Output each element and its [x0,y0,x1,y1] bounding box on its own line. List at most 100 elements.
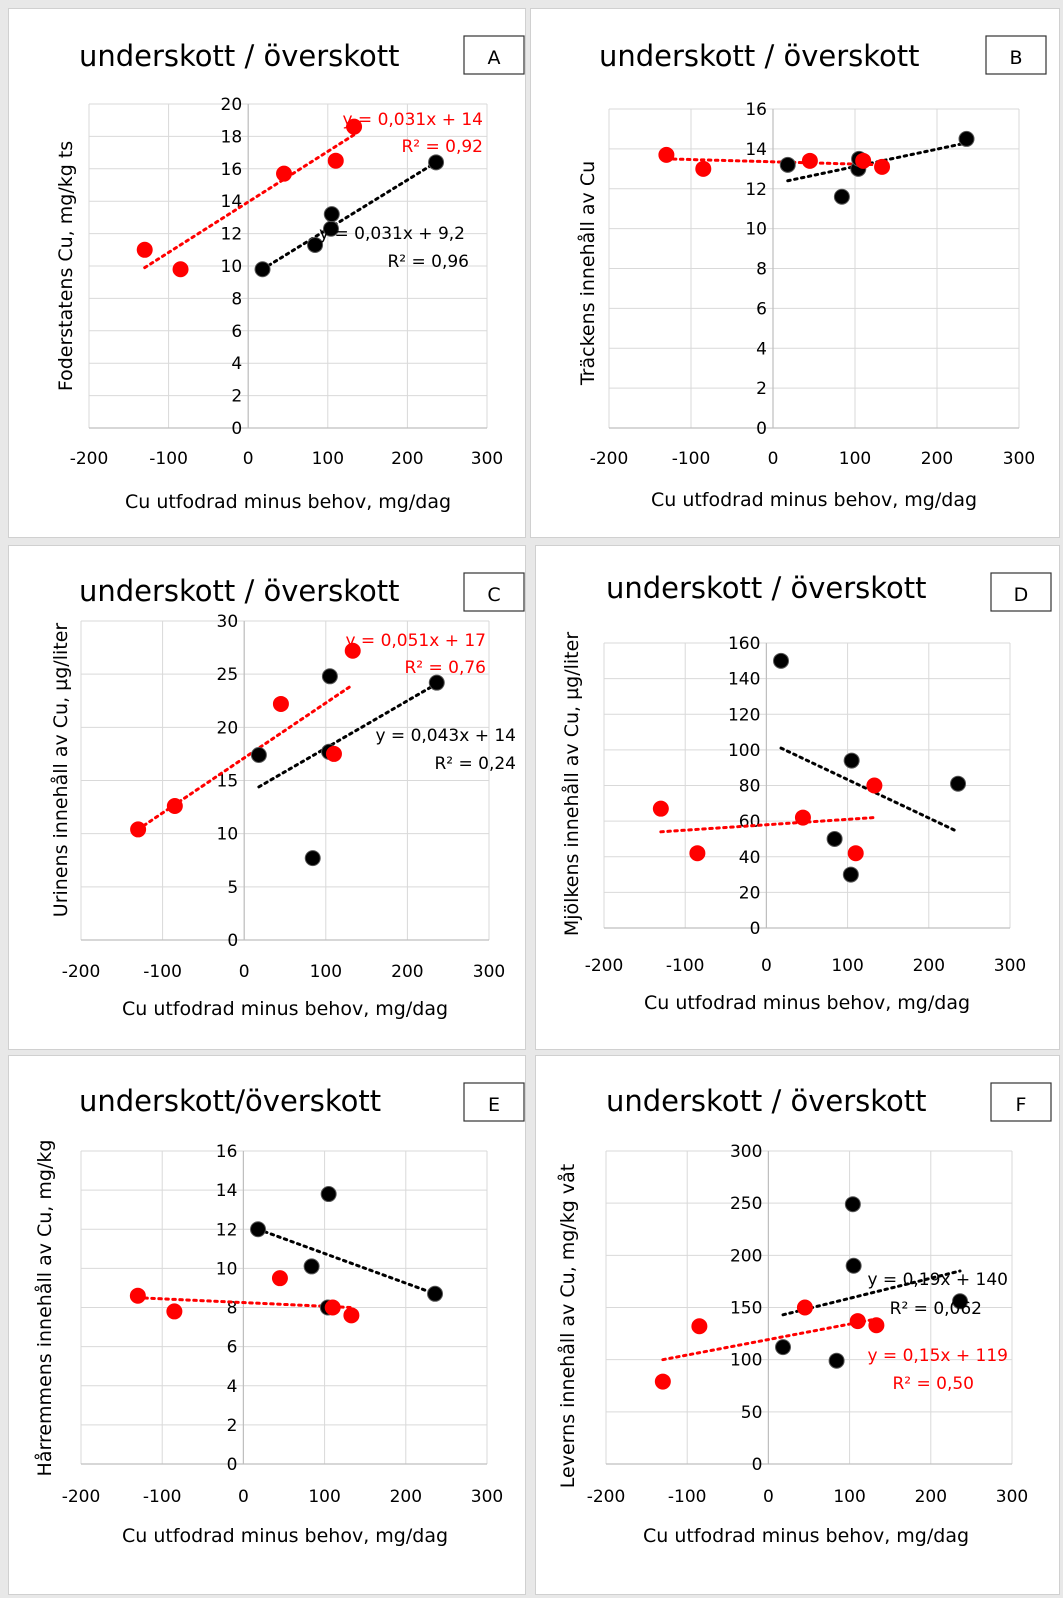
scatter-plot: 0 2 4 6 8 10 12 14 16 -200 -100 0 100 200 300 underskot… [33,1082,525,1547]
data-point [866,777,883,794]
y-tick-label: 10 [217,825,239,845]
trendline-r-squared: R² = 0,92 [401,137,483,157]
y-tick-label: 10 [745,220,767,240]
x-tick-label: 200 [391,449,423,469]
x-tick-label: -200 [62,962,101,982]
trendline-equation: y = 0,051x + 17 [345,631,486,651]
x-tick-label: 0 [768,449,779,469]
data-point [321,668,338,685]
data-point [950,775,967,792]
x-tick-label: 100 [831,956,863,976]
x-axis-label: Cu utfodrad minus behov, mg/dag [122,998,448,1020]
trendline-equation: y = 0,15x + 119 [867,1346,1008,1366]
data-point [658,146,675,163]
data-point [346,118,363,135]
y-tick-label: 12 [221,225,243,245]
data-point [845,1257,862,1274]
y-tick-label: 120 [728,705,760,725]
scatter-plot: 0 2 4 6 8 10 12 14 16 18 20 -200 -100 0 100 200 300 under… [55,35,525,513]
x-tick-label: 100 [833,1487,865,1507]
trendline [257,682,439,789]
scatter-plot: 0 20 40 60 80 100 120 140 160 -200 -100 0 100 200 300 u… [560,571,1052,1014]
x-tick-label: 200 [915,1487,947,1507]
panel-letter-box [463,35,525,75]
panel-letter-box [990,572,1052,612]
y-tick-label: 4 [227,1377,238,1397]
data-point [271,1270,288,1287]
y-tick-label: 300 [730,1142,762,1162]
data-point [844,1196,861,1213]
panel-letter: B [1009,47,1022,69]
x-tick-label: 0 [763,1487,774,1507]
y-tick-label: 140 [728,670,760,690]
data-point [250,1221,267,1238]
panel-letter: A [488,47,501,69]
data-point [327,152,344,169]
trendline [256,1227,437,1296]
panel-letter-box [463,1082,525,1122]
data-point [307,236,324,253]
x-tick-label: 300 [1003,449,1035,469]
data-point [833,188,850,205]
y-tick-label: 25 [217,665,239,685]
data-point [794,809,811,826]
y-tick-label: 0 [750,919,761,939]
data-point [695,160,712,177]
y-tick-label: 6 [227,1338,238,1358]
y-tick-label: 10 [221,257,243,277]
panel-letter: F [1016,1094,1027,1116]
chart-title: underskott/överskott [79,1084,381,1118]
y-tick-label: 0 [231,419,242,439]
y-tick-label: 20 [221,95,243,115]
x-tick-label: 300 [994,956,1026,976]
data-point [779,156,796,173]
x-tick-label: 300 [471,449,503,469]
trendline-equation: y = 0,043x + 14 [375,726,516,746]
x-tick-label: -100 [143,962,182,982]
x-tick-label: -100 [143,1487,182,1507]
y-axis-label: Urinens innehåll av Cu, µg/liter [49,623,72,918]
x-axis-label: Cu utfodrad minus behov, mg/dag [122,1525,448,1547]
x-tick-label: 100 [310,962,342,982]
data-point [166,798,183,815]
trendline [664,157,884,167]
y-tick-label: 4 [756,339,767,359]
chart-panel-c: 0 5 10 15 20 25 30 -200 -100 0 100 200 300 underskott… [8,545,526,1050]
scatter-plot: 0 50 100 150 200 250 300 -200 -100 0 100 200 300 unde… [556,1082,1052,1547]
y-tick-label: 12 [216,1220,238,1240]
data-point [172,261,189,278]
y-tick-label: 14 [745,140,767,160]
data-point [320,1186,337,1203]
data-point [849,1313,866,1330]
x-tick-label: -100 [666,956,705,976]
x-axis-label: Cu utfodrad minus behov, mg/dag [643,1525,969,1547]
y-tick-label: 60 [739,812,761,832]
y-axis-label: Leverns innehåll av Cu, mg/kg våt [556,1164,579,1488]
y-tick-label: 14 [221,192,243,212]
y-tick-label: 16 [216,1142,238,1162]
data-point [428,154,445,171]
panel-letter: D [1014,584,1029,606]
y-tick-label: 200 [730,1246,762,1266]
x-tick-label: -100 [672,449,711,469]
chart-title: underskott / överskott [599,39,920,73]
y-tick-label: 5 [227,878,238,898]
data-point [250,746,267,763]
y-tick-label: 20 [739,883,761,903]
x-tick-label: 300 [473,962,505,982]
panel-letter: C [487,584,500,606]
y-tick-label: 50 [741,1403,763,1423]
x-axis-label: Cu utfodrad minus behov, mg/dag [651,489,977,511]
data-point [325,745,342,762]
data-point [801,152,818,169]
trendline-r-squared: R² = 0,96 [387,252,469,272]
trendline [261,160,438,271]
data-point [843,752,860,769]
chart-panel-e: 0 2 4 6 8 10 12 14 16 -200 -100 0 100 200 300 underskot… [8,1055,526,1595]
x-tick-label: -100 [668,1487,707,1507]
y-tick-label: 10 [216,1259,238,1279]
data-point [842,866,859,883]
data-point [691,1318,708,1335]
data-point [276,165,293,182]
y-axis-label: Mjölkens innehåll av Cu, µg/liter [560,632,583,936]
